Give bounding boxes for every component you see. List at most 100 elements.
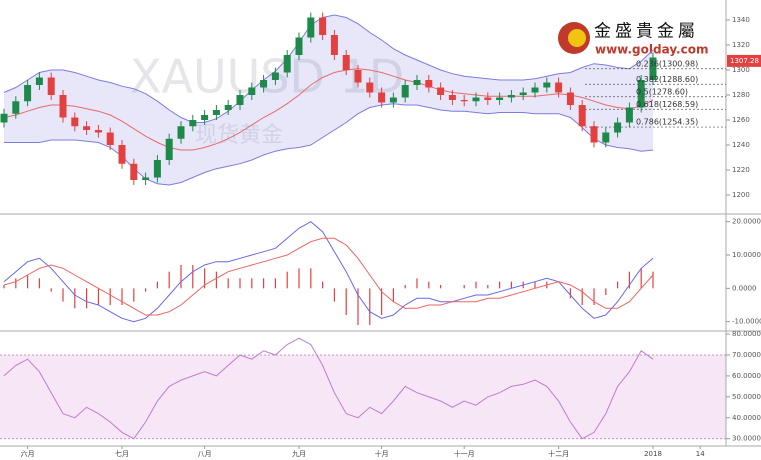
candle-body xyxy=(496,97,504,100)
candle-body xyxy=(590,126,598,143)
histogram-bar xyxy=(475,281,477,289)
macd-line xyxy=(3,221,654,323)
histogram-bar xyxy=(392,288,394,302)
candle-body xyxy=(448,95,456,100)
histogram-bar xyxy=(499,281,501,289)
histogram-bar xyxy=(534,281,536,289)
candle-body xyxy=(625,107,633,123)
candle-body xyxy=(236,95,244,105)
candle-body xyxy=(224,105,232,110)
histogram-bar xyxy=(168,271,170,289)
fib-label: 0.382(1288.60) xyxy=(636,75,698,84)
candle-body xyxy=(248,87,256,95)
histogram-bar xyxy=(381,288,383,315)
y-tick-label: 10.0000 xyxy=(732,251,761,259)
candle-body xyxy=(378,92,386,103)
y-tick-label: 1340 xyxy=(732,16,750,24)
histogram-bar xyxy=(50,288,52,292)
candle-body xyxy=(460,100,468,102)
histogram-bar xyxy=(593,288,595,305)
x-tick-label: 七月 xyxy=(115,449,129,458)
y-tick-label: 80.0000 xyxy=(732,330,761,338)
candle-body xyxy=(307,17,315,38)
candle-body xyxy=(531,87,539,93)
y-tick-label: 40.0000 xyxy=(732,414,761,422)
histogram-bar xyxy=(416,278,418,289)
candle-body xyxy=(106,132,114,145)
candle-body xyxy=(260,80,268,88)
histogram-bar xyxy=(463,285,465,289)
candle-body xyxy=(165,138,173,160)
candle-body xyxy=(507,95,515,98)
y-tick-label: 70.0000 xyxy=(732,351,761,359)
candle-body xyxy=(330,35,338,55)
y-tick-label: 60.0000 xyxy=(732,372,761,380)
candle-body xyxy=(24,85,32,102)
histogram-bar xyxy=(27,275,29,289)
bollinger-lower xyxy=(4,103,654,186)
y-tick-label: 1200 xyxy=(732,191,750,199)
candle-body xyxy=(271,72,279,80)
histogram-bar xyxy=(369,288,371,325)
logo: 金盛貴金屬 www.golday.com xyxy=(558,22,708,57)
histogram-bar xyxy=(357,288,359,325)
y-tick-label: 1260 xyxy=(732,116,750,124)
histogram-bar xyxy=(263,278,265,289)
candle-body xyxy=(389,97,397,103)
candle-body xyxy=(566,92,574,105)
candle-body xyxy=(472,97,480,102)
histogram-bar xyxy=(133,288,135,302)
histogram-bar xyxy=(156,281,158,289)
histogram-bar xyxy=(310,268,312,289)
candle-body xyxy=(578,105,586,127)
candle-body xyxy=(153,160,161,178)
histogram-bar xyxy=(204,268,206,289)
candle-body xyxy=(519,92,527,95)
candle-body xyxy=(319,17,327,35)
price-tag xyxy=(727,54,761,67)
candle-body xyxy=(614,122,622,133)
histogram-bar xyxy=(581,288,583,305)
y-tick-label: 30.0000 xyxy=(732,435,761,443)
histogram-bar xyxy=(298,268,300,289)
histogram-bar xyxy=(428,281,430,289)
y-tick-label: 1220 xyxy=(732,166,750,174)
fib-label: 0.5(1278.60) xyxy=(636,87,688,96)
histogram-bar xyxy=(62,288,64,302)
x-tick-label: 十月 xyxy=(375,449,389,458)
candle-body xyxy=(425,80,433,88)
histogram-bar xyxy=(345,288,347,315)
x-tick-label: 九月 xyxy=(292,449,306,458)
candle-body xyxy=(212,110,220,115)
histogram-bar xyxy=(322,281,324,289)
y-tick-label: 1280 xyxy=(732,91,750,99)
y-tick-label: 1320 xyxy=(732,41,750,49)
histogram-bar xyxy=(15,278,17,289)
x-tick-label: 十二月 xyxy=(548,449,569,458)
histogram-bar xyxy=(404,285,406,289)
candle-body xyxy=(71,117,79,127)
candle-body xyxy=(637,80,645,108)
histogram-bar xyxy=(109,288,111,305)
histogram-bar xyxy=(180,265,182,289)
candle-body xyxy=(602,132,610,143)
histogram-bar xyxy=(605,288,607,295)
histogram-bar xyxy=(121,288,123,305)
x-tick-label: 六月 xyxy=(21,449,35,458)
histogram-bar xyxy=(569,288,571,299)
bollinger-mid xyxy=(3,68,654,151)
histogram-bar xyxy=(274,278,276,289)
candle-body xyxy=(94,130,102,133)
rsi-band xyxy=(0,354,726,439)
candle-body xyxy=(354,70,362,83)
histogram-bar xyxy=(628,271,630,289)
candle-body xyxy=(413,80,421,85)
histogram-bar xyxy=(97,288,99,305)
logo-url: www.golday.com xyxy=(595,43,708,57)
y-tick-label: -10.0000 xyxy=(732,318,761,326)
candle-body xyxy=(35,77,43,85)
price-tag-label: 1307.28 xyxy=(730,57,759,65)
fib-label: 0.786(1254.35) xyxy=(636,118,698,127)
